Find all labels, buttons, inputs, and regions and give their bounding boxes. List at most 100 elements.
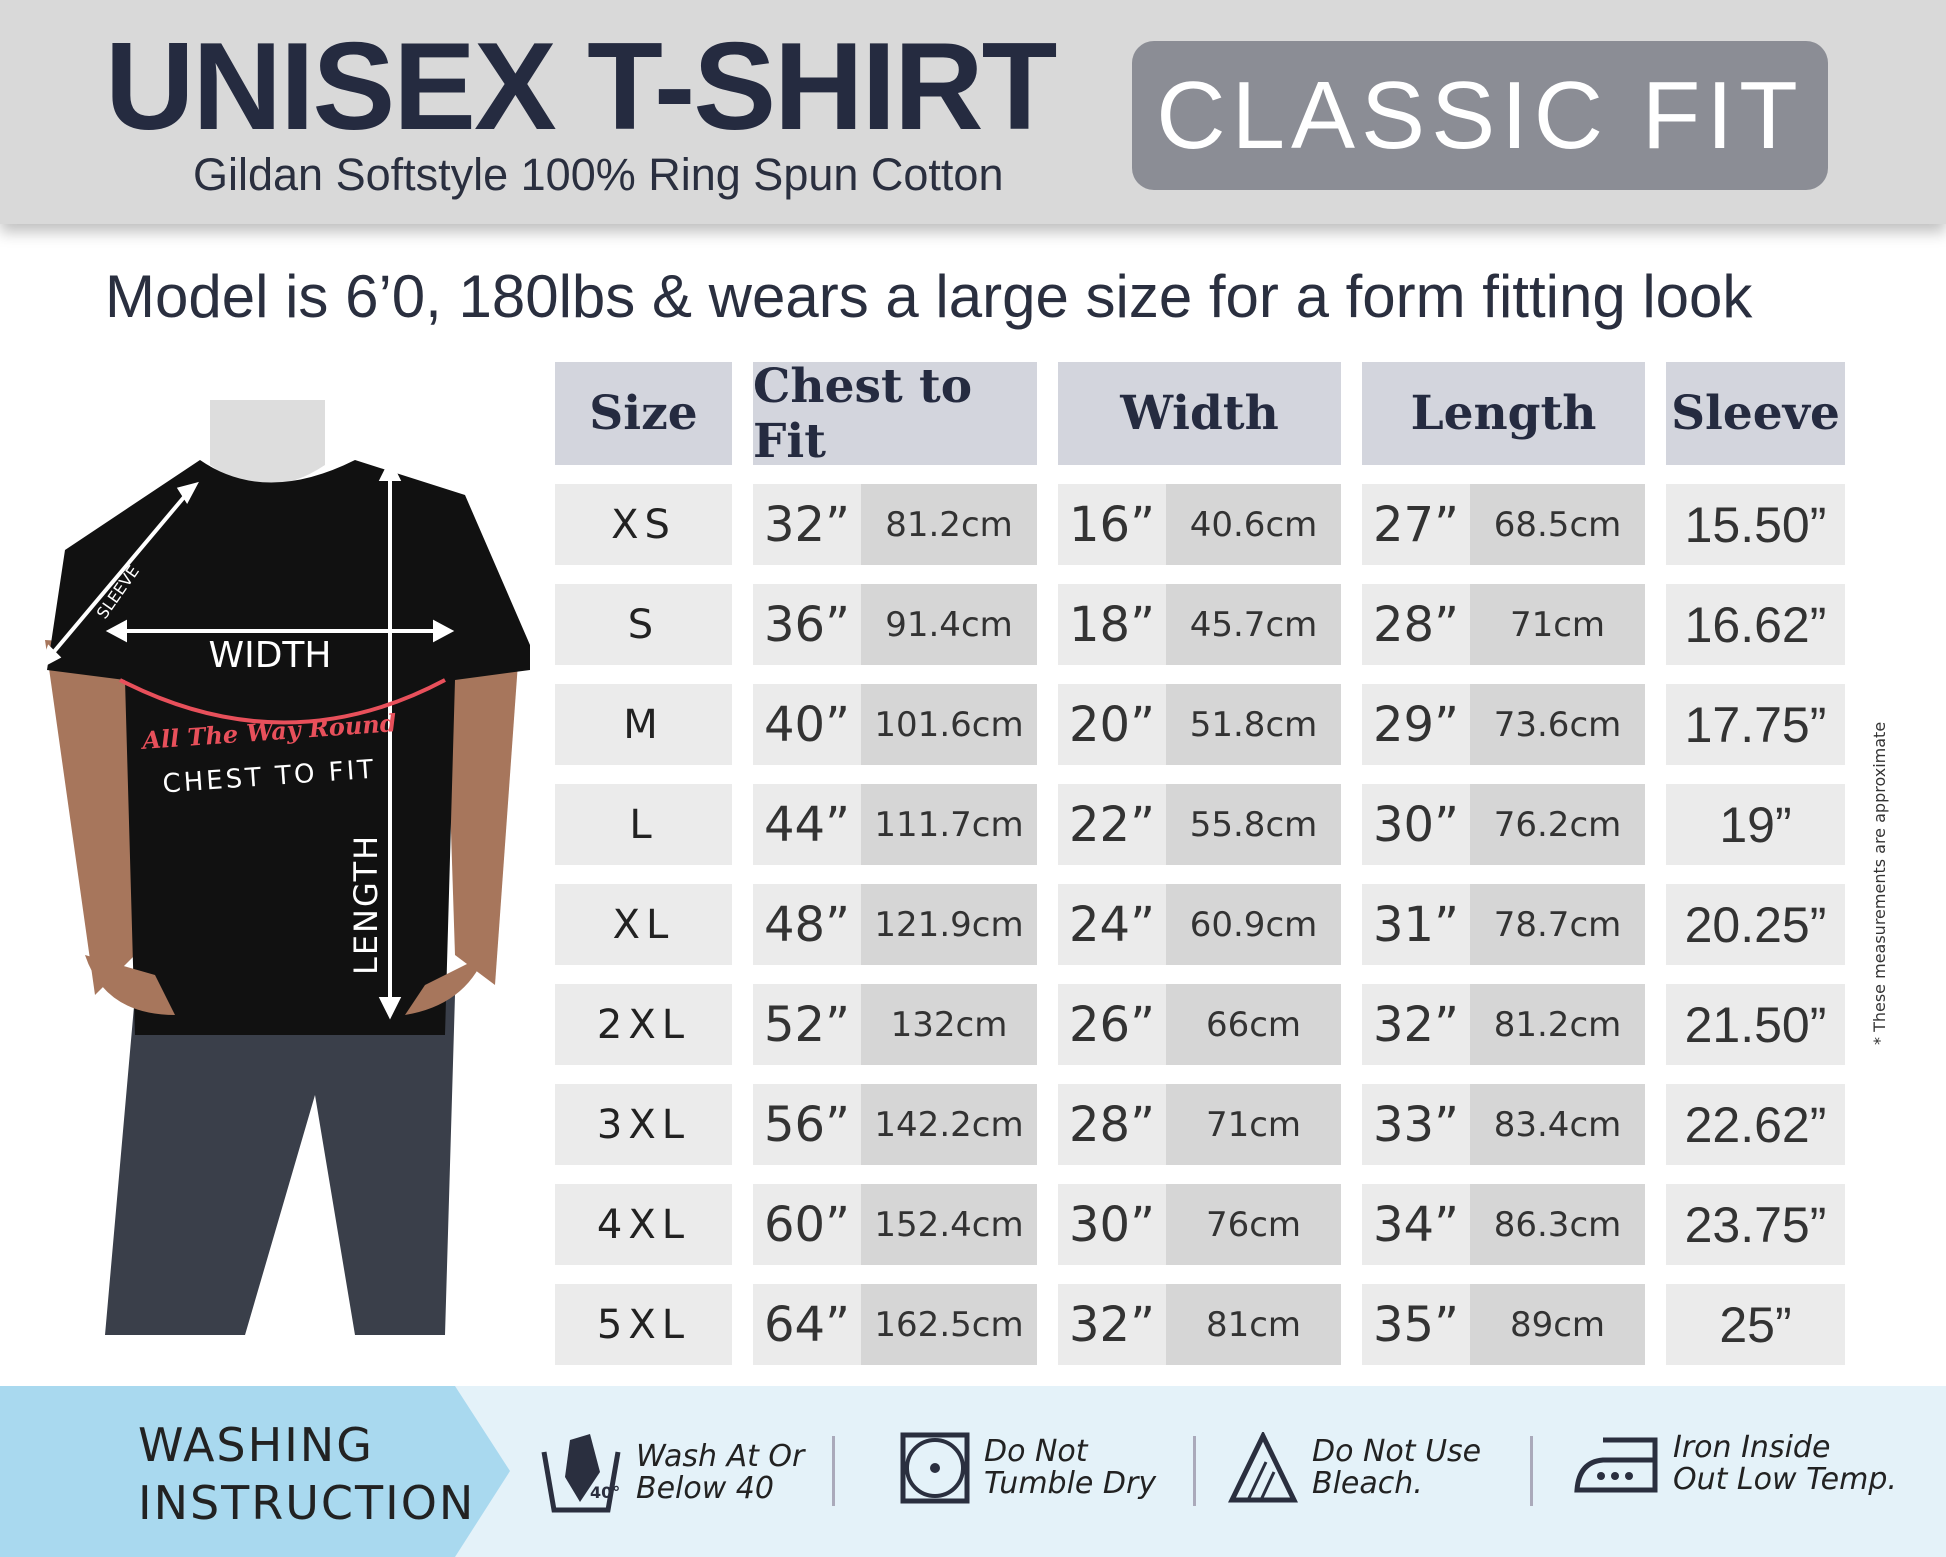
length-cell: 31” 78.7cm bbox=[1362, 884, 1645, 965]
width-cell: 26” 66cm bbox=[1058, 984, 1341, 1065]
sleeve-cell: 25” bbox=[1666, 1284, 1845, 1365]
length-label: LENGTH bbox=[347, 834, 385, 975]
width-cell: 22” 55.8cm bbox=[1058, 784, 1341, 865]
width-cm: 40.6cm bbox=[1166, 484, 1341, 565]
length-cm: 76.2cm bbox=[1470, 784, 1645, 865]
arm-left bbox=[45, 640, 135, 995]
sleeve-cell: 23.75” bbox=[1666, 1184, 1845, 1265]
wash-item-2: Do Not Tumble Dry bbox=[900, 1432, 1156, 1504]
length-inches: 35” bbox=[1373, 1296, 1459, 1353]
length-cell: 27” 68.5cm bbox=[1362, 484, 1645, 565]
sleeve-cell: 15.50” bbox=[1666, 484, 1845, 565]
hand-left bbox=[85, 955, 175, 1015]
chest-cm: 91.4cm bbox=[861, 584, 1037, 665]
sleeve-cell: 22.62” bbox=[1666, 1084, 1845, 1165]
wash-item-4-line2: Out Low Temp. bbox=[1673, 1462, 1897, 1497]
chest-inches: 44” bbox=[764, 796, 850, 853]
chest-cell: 60” 152.4cm bbox=[753, 1184, 1037, 1265]
chest-inches: 40” bbox=[764, 696, 850, 753]
chest-cell: 44” 111.7cm bbox=[753, 784, 1037, 865]
width-cm: 76cm bbox=[1166, 1184, 1341, 1265]
length-inches: 29” bbox=[1373, 696, 1459, 753]
chest-inches: 64” bbox=[764, 1296, 850, 1353]
chest-inches: 36” bbox=[764, 596, 850, 653]
length-cm: 89cm bbox=[1470, 1284, 1645, 1365]
sleeve-cell: 17.75” bbox=[1666, 684, 1845, 765]
header-chest: Chest to Fit bbox=[753, 359, 1037, 469]
header-size: Size bbox=[555, 362, 732, 465]
model-diagram: WIDTH SLEEVE All The Way Round CHEST TO … bbox=[39, 400, 530, 1335]
chest-cm: 81.2cm bbox=[861, 484, 1037, 565]
length-cell: 34” 86.3cm bbox=[1362, 1184, 1645, 1265]
beard bbox=[210, 400, 325, 485]
chest-cm: 132cm bbox=[861, 984, 1037, 1065]
size-cell: 2XL bbox=[555, 984, 732, 1065]
length-cm: 71cm bbox=[1470, 584, 1645, 665]
no-tumble-dry-icon bbox=[900, 1432, 970, 1504]
length-cell: 33” 83.4cm bbox=[1362, 1084, 1645, 1165]
chest-cell: 40” 101.6cm bbox=[753, 684, 1037, 765]
page-title: UNISEX T-SHIRT bbox=[105, 18, 1057, 156]
sleeve-cell: 19” bbox=[1666, 784, 1845, 865]
model-note: Model is 6’0, 180lbs & wears a large siz… bbox=[105, 263, 1753, 330]
width-label: WIDTH bbox=[209, 635, 332, 676]
width-cell: 18” 45.7cm bbox=[1058, 584, 1341, 665]
chest-cm: 142.2cm bbox=[861, 1084, 1037, 1165]
wash-item-2-line2: Tumble Dry bbox=[984, 1466, 1157, 1501]
length-inches: 32” bbox=[1373, 996, 1459, 1053]
width-inches: 32” bbox=[1069, 1296, 1155, 1353]
wash-item-1-line1: Wash At Or bbox=[636, 1439, 805, 1474]
size-cell: 4XL bbox=[555, 1184, 732, 1265]
chest-cm: 101.6cm bbox=[861, 684, 1037, 765]
width-cm: 71cm bbox=[1166, 1084, 1341, 1165]
washing-band: WASHING INSTRUCTION 40° Wash At Or Below … bbox=[0, 1386, 1946, 1557]
length-cm: 83.4cm bbox=[1470, 1084, 1645, 1165]
width-cell: 20” 51.8cm bbox=[1058, 684, 1341, 765]
width-cm: 60.9cm bbox=[1166, 884, 1341, 965]
length-cm: 78.7cm bbox=[1470, 884, 1645, 965]
size-cell: M bbox=[555, 684, 732, 765]
length-inches: 27” bbox=[1373, 496, 1459, 553]
length-cm: 68.5cm bbox=[1470, 484, 1645, 565]
chest-cell: 64” 162.5cm bbox=[753, 1284, 1037, 1365]
size-cell: 3XL bbox=[555, 1084, 732, 1165]
width-inches: 26” bbox=[1069, 996, 1155, 1053]
length-inches: 31” bbox=[1373, 896, 1459, 953]
divider bbox=[1530, 1436, 1533, 1506]
size-cell: L bbox=[555, 784, 732, 865]
chest-cell: 48” 121.9cm bbox=[753, 884, 1037, 965]
width-cm: 81cm bbox=[1166, 1284, 1341, 1365]
wash-temp: 40° bbox=[590, 1483, 620, 1502]
size-cell: XS bbox=[555, 484, 732, 565]
width-cell: 32” 81cm bbox=[1058, 1284, 1341, 1365]
length-cell: 32” 81.2cm bbox=[1362, 984, 1645, 1065]
wash-item-3-line1: Do Not Use bbox=[1312, 1434, 1482, 1469]
chest-cell: 36” 91.4cm bbox=[753, 584, 1037, 665]
length-inches: 30” bbox=[1373, 796, 1459, 853]
divider bbox=[832, 1436, 835, 1506]
wash-item-2-line1: Do Not bbox=[984, 1434, 1088, 1469]
washing-title: WASHING INSTRUCTION bbox=[138, 1416, 475, 1532]
width-inches: 22” bbox=[1069, 796, 1155, 853]
size-cell: XL bbox=[555, 884, 732, 965]
header-length: Length bbox=[1362, 362, 1645, 465]
fit-badge: CLASSIC FIT bbox=[1132, 41, 1828, 190]
wash-40-icon: 40° bbox=[541, 1434, 621, 1513]
arm-right bbox=[445, 635, 520, 985]
length-cell: 28” 71cm bbox=[1362, 584, 1645, 665]
chest-cm: 162.5cm bbox=[861, 1284, 1037, 1365]
width-inches: 18” bbox=[1069, 596, 1155, 653]
width-inches: 20” bbox=[1069, 696, 1155, 753]
wash-item-3-line2: Bleach. bbox=[1312, 1466, 1423, 1501]
washing-title-panel bbox=[0, 1386, 510, 1557]
chest-cell: 32” 81.2cm bbox=[753, 484, 1037, 565]
chest-cm: 111.7cm bbox=[861, 784, 1037, 865]
chest-cm: 121.9cm bbox=[861, 884, 1037, 965]
chest-cell: 52” 132cm bbox=[753, 984, 1037, 1065]
header-sleeve: Sleeve bbox=[1666, 362, 1845, 465]
width-cell: 28” 71cm bbox=[1058, 1084, 1341, 1165]
subtitle: Gildan Softstyle 100% Ring Spun Cotton bbox=[193, 149, 1004, 200]
width-inches: 30” bbox=[1069, 1196, 1155, 1253]
sleeve-cell: 16.62” bbox=[1666, 584, 1845, 665]
chest-inches: 52” bbox=[764, 996, 850, 1053]
